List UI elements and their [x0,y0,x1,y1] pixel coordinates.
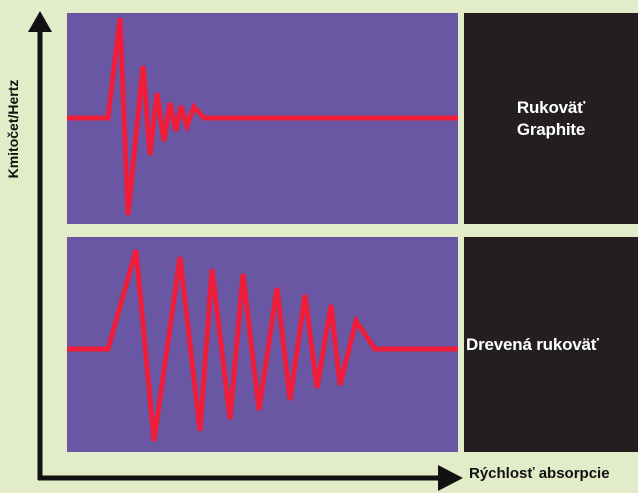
y-axis-title: Kmitočet/Hertz [5,79,21,179]
wood-label: Drevená rukoväť [466,334,599,354]
wood-panel [67,237,458,452]
graphite-label-box: Rukoväť Graphite [464,13,638,224]
y-axis-arrow-icon [28,11,52,32]
wood-label-box: Drevená rukoväť [464,237,638,452]
wood-vibration-wave [67,249,458,442]
graphite-vibration-wave [67,17,458,216]
graphite-label: Rukoväť Graphite [516,97,586,139]
x-axis-title: Rýchlosť absorpcie [469,465,610,482]
x-axis-arrow-icon [438,465,463,491]
